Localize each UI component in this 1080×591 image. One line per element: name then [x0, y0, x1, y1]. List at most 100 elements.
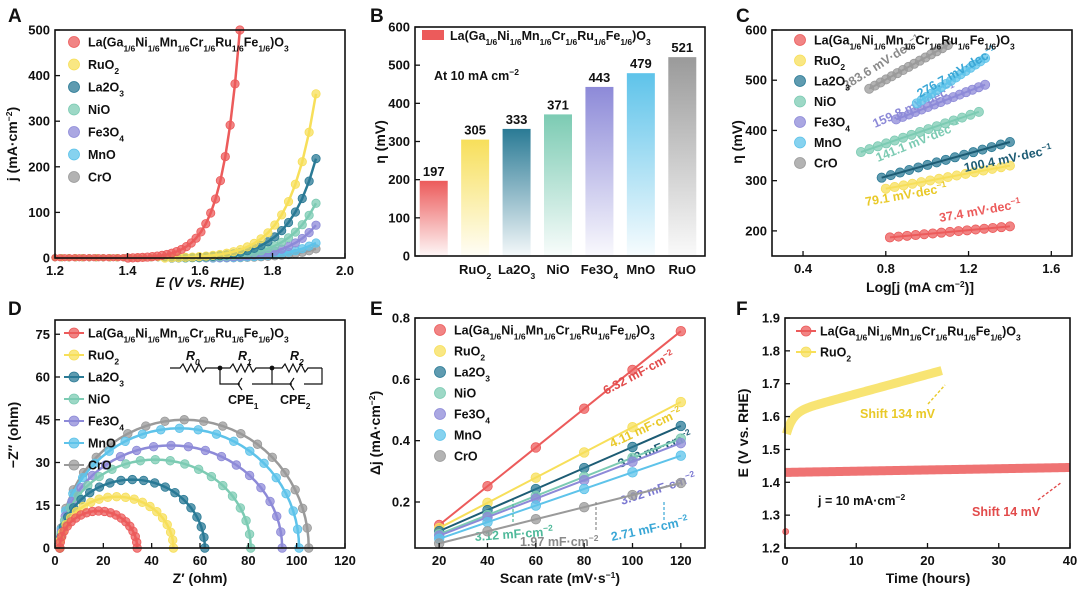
panel-a-ytick-label: 300 — [28, 114, 50, 129]
panel-f-shift-LaHEO: Shift 14 mV — [972, 505, 1041, 519]
panel-d-label-cpe1: CPE1 — [228, 393, 259, 411]
panel-a-point-La2O3 — [304, 176, 314, 186]
panel-d-point-La2O3 — [170, 487, 180, 498]
panel-d-point-RuO2 — [165, 527, 176, 537]
panel-d-point-MnO — [156, 425, 166, 435]
panel-e-legend-Fe3O4: Fe3O4 — [454, 408, 490, 426]
panel-d-legend-Fe3O4: Fe3O4 — [88, 415, 124, 433]
panel-e-legend-NiO: NiO — [454, 387, 477, 401]
panel-e-legend-MnO: MnO — [454, 429, 482, 443]
panel-a-point-Fe3O4 — [304, 228, 314, 238]
panel-d-ytick-label: 45 — [36, 412, 50, 427]
panel-b-category-label: RuO2 — [459, 262, 491, 281]
panel-f-letter: F — [736, 299, 748, 320]
panel-a-legend-marker — [68, 126, 80, 138]
panel-a-legend-marker — [68, 81, 80, 93]
panel-c-legend-RuO2: RuO2 — [814, 54, 845, 72]
panel-e-ytick-label: 0.4 — [392, 433, 411, 448]
panel-d-point-RuO2 — [103, 492, 113, 503]
panel-c-fit-La2O3 — [881, 141, 1011, 179]
panel-e-legend-marker — [434, 366, 446, 378]
panel-d-point-MnO — [271, 472, 281, 483]
panel-d-point-RuO2 — [168, 535, 178, 545]
panel-d-point-Fe3O4 — [216, 451, 227, 462]
panel-d-point-Fe3O4 — [231, 460, 242, 470]
panel-e-legend-marker — [434, 387, 446, 399]
panel-e-point-RuO2 — [675, 396, 687, 408]
panel-b-bar-RuO2 — [461, 139, 490, 256]
panel-d-xtick-label: 60 — [193, 553, 207, 568]
panel-d-resistor-r1 — [220, 362, 272, 374]
panel-d-point-Fe3O4 — [183, 441, 194, 452]
panel-e-point-La2O3 — [675, 420, 687, 432]
panel-c-ytick-label: 600 — [745, 23, 767, 38]
panel-d-point-MnO — [288, 506, 298, 516]
panel-d-legend-LaHEO: La(Ga1/6Ni1/6Mn1/6Cr1/6Ru1/6Fe1/6)O3 — [88, 327, 289, 345]
panel-e-point-CrO — [482, 526, 493, 537]
panel-c-frame — [771, 29, 1073, 257]
panel-d-point-La2O3 — [178, 494, 189, 505]
panel-d-label-r2: R2 — [290, 349, 304, 367]
panel-b-value-label: 521 — [671, 40, 693, 55]
panel-e-point-LaHEO — [530, 442, 542, 453]
panel-d-point-NiO — [121, 459, 131, 469]
panel-a-xtick-label: 1.2 — [46, 263, 64, 278]
panel-d-point-NiO — [150, 454, 160, 465]
panel-d-point-RuO2 — [129, 494, 139, 504]
panel-e-ytick-label: 0.8 — [392, 311, 410, 326]
panel-d-point-CrO — [179, 415, 189, 425]
panel-a-legend-LaHEO: La(Ga1/6Ni1/6Mn1/6Cr1/6Ru1/6Fe1/6)O3 — [88, 36, 289, 54]
panel-e-cdl-MnO: 2.71 mF·cm−2 — [609, 512, 689, 544]
panel-c-ytick-label: 200 — [745, 223, 767, 238]
panel-d-point-RuO2 — [120, 492, 131, 503]
panel-d-point-MnO — [259, 458, 269, 469]
panel-d-xtick-label: 20 — [96, 553, 110, 568]
panel-a-legend-MnO: MnO — [88, 148, 116, 162]
panel-c-legend-marker — [794, 157, 806, 169]
panel-d-point-RuO2 — [111, 492, 122, 502]
panel-c-legend-marker — [794, 54, 806, 67]
panel-b-category-label: RuO — [669, 262, 696, 277]
panel-d-ylabel: −Z″ (ohm) — [5, 402, 21, 468]
panel-b-ytick-label: 0 — [403, 249, 410, 264]
panel-c-point-Fe3O4 — [980, 79, 991, 90]
panel-d-point-Fe3O4 — [256, 482, 266, 493]
panel-b-category-label: MnO — [626, 262, 655, 277]
panel-c-legend-marker — [794, 95, 806, 108]
panel-d-circuit: R0 R1 R2 CPE1 CPE2 — [170, 349, 323, 411]
panel-c-xtick-label: 1.2 — [960, 261, 978, 276]
panel-d-point-MnO — [104, 446, 114, 456]
panel-c-legend-marker — [794, 34, 806, 46]
panel-d-point-Fe3O4 — [276, 527, 286, 537]
panel-f-ytick-label: 1.4 — [762, 475, 781, 490]
panel-e-point-CrO — [675, 477, 687, 489]
panel-f-xtick-label: 0 — [781, 553, 788, 568]
panel-d-legend-La2O3: La2O3 — [88, 371, 124, 389]
panel-a-point-LaHEO — [201, 219, 211, 229]
panel-c-ytick-label: 400 — [745, 123, 767, 138]
panel-a-series-LaHEO — [55, 29, 242, 260]
panel-a-point-NiO — [277, 237, 287, 247]
panel-f-ytick-label: 1.2 — [762, 541, 780, 556]
panel-d: D 0 20 40 60 80 100 120 0 15 30 45 60 75 Z′ (ohm) −Z″ (… — [5, 299, 356, 586]
panel-e-frame — [414, 317, 706, 549]
panel-c-fit-Fe3O4 — [895, 83, 986, 121]
panel-d-point-RuO2 — [94, 494, 104, 504]
panel-e-legend-marker — [434, 408, 446, 420]
panel-b-bar-RuO — [668, 57, 697, 256]
panel-c-point-NiO — [973, 106, 984, 117]
panel-e-point-La2O3 — [627, 441, 638, 453]
panel-a-point-NiO — [311, 198, 321, 208]
panel-d-point-La2O3 — [196, 522, 206, 532]
panel-e-legend-La2O3: La2O3 — [454, 366, 490, 384]
panel-c-legend-NiO: NiO — [814, 95, 837, 109]
panel-d-point-MnO — [281, 488, 291, 499]
panel-a-legend-marker — [68, 36, 80, 48]
panel-c-xtick-label: 1.6 — [1042, 261, 1060, 276]
panel-c-legend-marker — [794, 136, 806, 149]
panel-a-xtick-label: 1.8 — [263, 263, 281, 278]
panel-d-point-Fe3O4 — [115, 451, 126, 462]
panel-a-ytick-label: 100 — [28, 205, 50, 220]
panel-e-xtick-label: 40 — [480, 553, 494, 568]
